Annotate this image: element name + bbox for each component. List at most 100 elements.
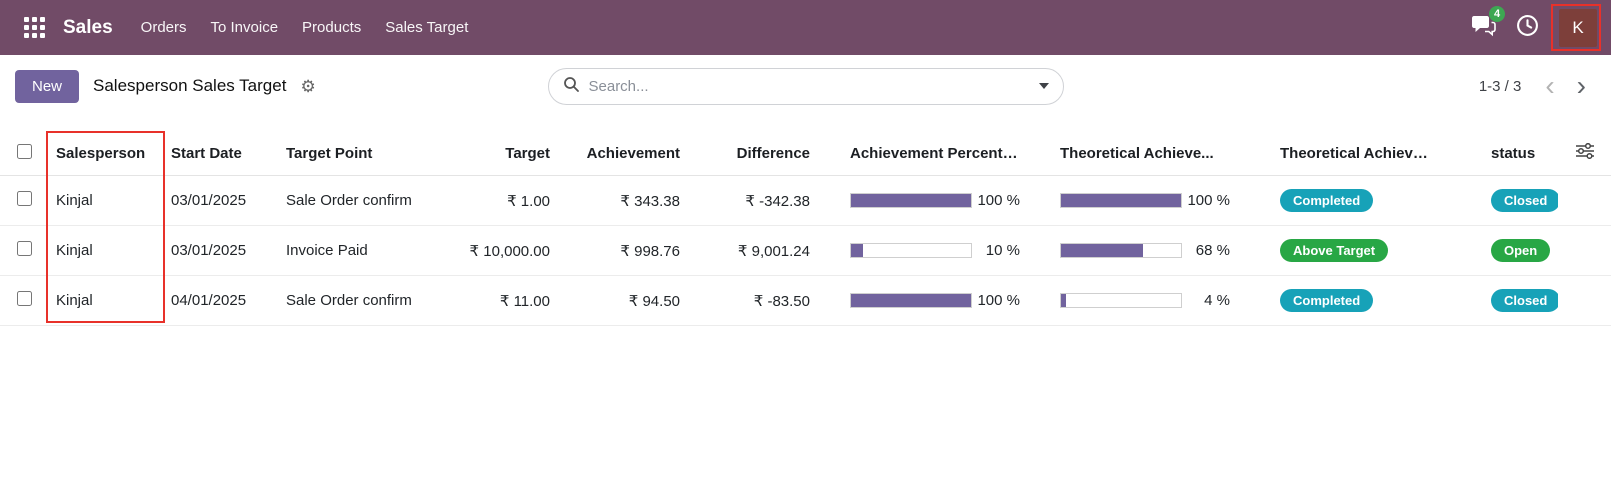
theoretical-progress-bar [1060,243,1182,258]
table-row[interactable]: Kinjal 04/01/2025 Sale Order confirm ₹ 1… [0,275,1611,326]
messages-count-badge: 4 [1489,5,1505,22]
row-trailing-cell [1558,275,1611,326]
table-body: Kinjal 03/01/2025 Sale Order confirm ₹ 1… [0,175,1611,326]
column-header-target-point[interactable]: Target Point [278,131,438,176]
menu-item-to-invoice[interactable]: To Invoice [210,19,279,36]
topbar-menu: Orders To Invoice Products Sales Target [129,11,481,44]
pager-next-button[interactable]: › [1567,72,1596,100]
records-table: Salesperson Start Date Target Point Targ… [0,131,1611,326]
cell-achievement[interactable]: ₹ 94.50 [558,275,688,326]
apps-menu-icon[interactable] [24,17,45,38]
cell-theoretical-achievement-status[interactable]: Completed [1238,175,1443,226]
theoretical-status-badge: Completed [1280,288,1374,313]
gear-icon[interactable]: ⚙ [300,76,316,96]
cell-achievement[interactable]: ₹ 998.76 [558,225,688,276]
chat-icon [1471,14,1496,42]
cell-achievement-percentage[interactable]: 10 % [818,225,1028,276]
theoretical-progress-label: 4 % [1204,292,1230,309]
column-header-salesperson[interactable]: Salesperson [48,131,163,176]
theoretical-progress-label: 100 % [1187,192,1230,209]
pager-previous-button[interactable]: ‹ [1535,72,1564,100]
search-box [547,67,1064,105]
cell-status[interactable]: Closed [1443,275,1558,326]
column-header-difference[interactable]: Difference [688,131,818,176]
column-header-achievement-percentage[interactable]: Achievement Percenta... [818,131,1028,176]
table-row[interactable]: Kinjal 03/01/2025 Sale Order confirm ₹ 1… [0,175,1611,226]
cell-difference[interactable]: ₹ 9,001.24 [688,225,818,276]
menu-item-orders[interactable]: Orders [140,19,187,36]
column-header-start-date[interactable]: Start Date [163,131,278,176]
cell-theoretical-achievement-percentage[interactable]: 4 % [1028,275,1238,326]
cell-difference[interactable]: ₹ -342.38 [688,175,818,226]
select-all-cell [0,131,48,176]
column-header-theoretical-achievement-status[interactable]: Theoretical Achievem... [1238,131,1443,176]
cell-difference[interactable]: ₹ -83.50 [688,275,818,326]
control-panel-right: 1-3 / 3 ‹ › [1064,72,1597,100]
table-row[interactable]: Kinjal 03/01/2025 Invoice Paid ₹ 10,000.… [0,225,1611,276]
column-header-target[interactable]: Target [438,131,558,176]
achievement-progress-bar [850,193,972,208]
cell-achievement-percentage[interactable]: 100 % [818,175,1028,226]
column-header-theoretical-achievement-percentage[interactable]: Theoretical Achieve... [1028,131,1238,176]
cell-target-point[interactable]: Sale Order confirm [278,275,438,326]
row-select-cell [0,275,48,326]
cell-theoretical-achievement-percentage[interactable]: 100 % [1028,175,1238,226]
cell-target[interactable]: ₹ 10,000.00 [438,225,558,276]
menu-item-sales-target[interactable]: Sales Target [385,19,469,36]
cell-target-point[interactable]: Invoice Paid [278,225,438,276]
cell-theoretical-achievement-percentage[interactable]: 68 % [1028,225,1238,276]
row-checkbox[interactable] [16,291,32,306]
page-title: Salesperson Sales Target [93,76,287,95]
select-all-checkbox[interactable] [16,143,32,159]
pager-text: 1-3 / 3 [1478,77,1522,95]
theoretical-progress-bar [1060,293,1182,308]
row-trailing-cell [1558,175,1611,226]
adjust-columns-icon[interactable] [1575,142,1594,163]
cell-achievement[interactable]: ₹ 343.38 [558,175,688,226]
table-header-row: Salesperson Start Date Target Point Targ… [0,131,1611,176]
activities-button[interactable] [1516,14,1539,42]
cell-target-point[interactable]: Sale Order confirm [278,175,438,226]
cell-salesperson[interactable]: Kinjal [48,175,163,226]
theoretical-status-badge: Above Target [1280,238,1389,263]
cell-theoretical-achievement-status[interactable]: Completed [1238,275,1443,326]
app-name[interactable]: Sales [63,16,113,38]
search-icon [563,76,579,97]
avatar[interactable]: K [1559,8,1597,47]
cell-target[interactable]: ₹ 1.00 [438,175,558,226]
column-header-achievement[interactable]: Achievement [558,131,688,176]
cell-theoretical-achievement-status[interactable]: Above Target [1238,225,1443,276]
row-checkbox[interactable] [16,241,32,256]
cell-status[interactable]: Closed [1443,175,1558,226]
achievement-progress-bar [850,293,972,308]
topbar: Sales Orders To Invoice Products Sales T… [0,0,1611,55]
column-header-status[interactable]: status [1443,131,1558,176]
search-input[interactable] [588,77,1031,95]
clock-icon [1516,14,1539,42]
control-panel: New Salesperson Sales Target ⚙ 1-3 / 3 ‹… [0,55,1611,117]
theoretical-progress-bar [1060,193,1182,208]
topbar-right: 4 K [1471,5,1597,47]
cell-status[interactable]: Open [1443,225,1558,276]
control-panel-center [547,67,1064,105]
row-select-cell [0,175,48,226]
row-checkbox[interactable] [16,191,32,206]
cell-start-date[interactable]: 04/01/2025 [163,275,278,326]
theoretical-status-badge: Completed [1280,188,1374,213]
cell-achievement-percentage[interactable]: 100 % [818,275,1028,326]
achievement-progress-label: 100 % [977,292,1020,309]
theoretical-progress-label: 68 % [1195,242,1230,259]
cell-target[interactable]: ₹ 11.00 [438,275,558,326]
row-select-cell [0,225,48,276]
messages-button[interactable]: 4 [1471,5,1505,42]
new-button[interactable]: New [15,69,80,103]
search-dropdown-icon[interactable] [1038,83,1049,89]
status-badge: Open [1491,238,1551,263]
cell-salesperson[interactable]: Kinjal [48,275,163,326]
cell-start-date[interactable]: 03/01/2025 [163,225,278,276]
column-options-cell [1558,131,1611,176]
achievement-progress-label: 10 % [985,242,1020,259]
menu-item-products[interactable]: Products [302,19,362,36]
cell-salesperson[interactable]: Kinjal [48,225,163,276]
cell-start-date[interactable]: 03/01/2025 [163,175,278,226]
